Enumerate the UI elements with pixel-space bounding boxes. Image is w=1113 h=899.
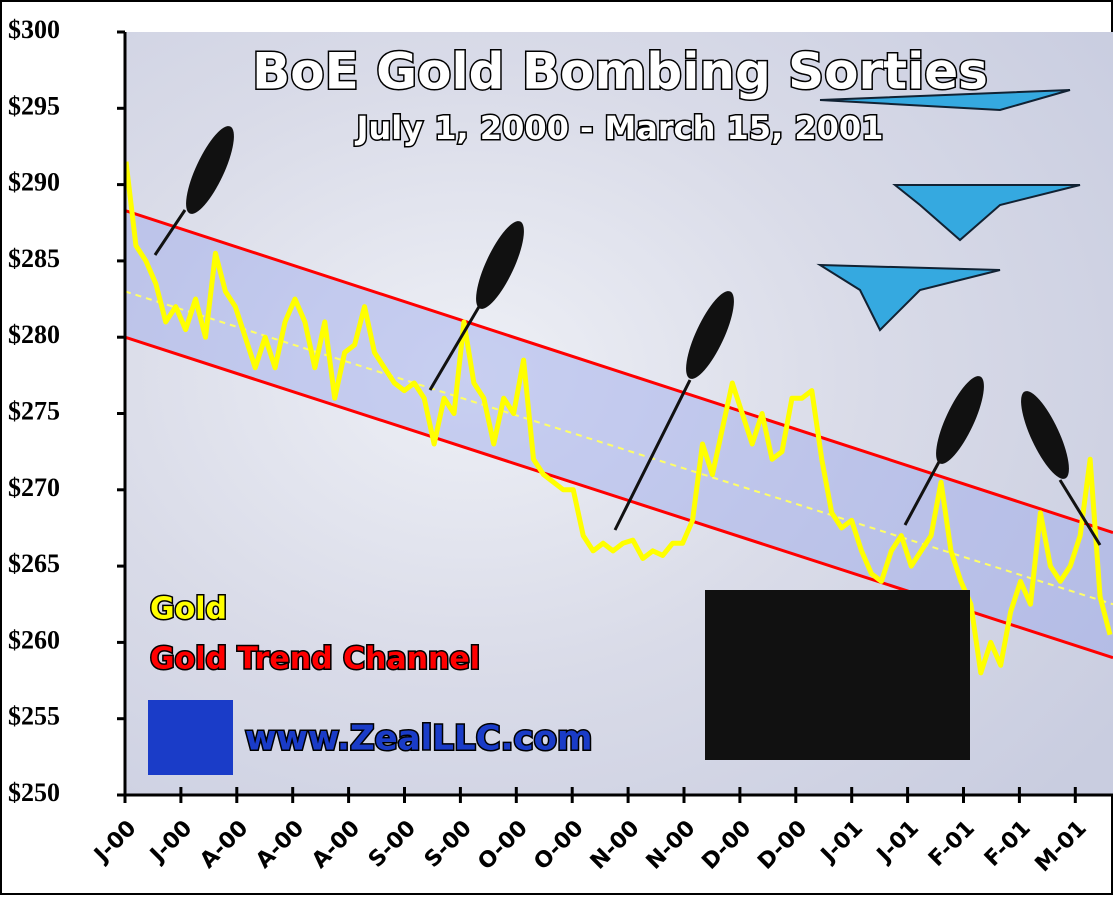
y-tick-label: $295 [8, 91, 60, 120]
y-tick-label: $270 [8, 473, 60, 502]
y-tick-label: $280 [8, 320, 60, 349]
y-tick-label: $260 [8, 625, 60, 654]
chart-subtitle: July 1, 2000 - March 15, 2001 [355, 109, 884, 147]
y-tick-label: $285 [8, 244, 60, 273]
legend-label: Gold [150, 592, 227, 627]
y-tick-label: $255 [8, 702, 60, 731]
y-tick-label: $300 [8, 15, 60, 44]
logo [148, 700, 233, 775]
y-tick-label: $265 [8, 549, 60, 578]
chart-title: BoE Gold Bombing Sorties [252, 43, 988, 101]
y-tick-label: $250 [8, 778, 60, 807]
y-tick-label: $275 [8, 396, 60, 425]
legend-label: Gold Trend Channel [150, 642, 480, 677]
y-tick-label: $290 [8, 168, 60, 197]
chart: BoE Gold Bombing Sorties July 1, 2000 - … [0, 0, 1113, 895]
watermark: www.ZealLLC.com [245, 719, 592, 759]
